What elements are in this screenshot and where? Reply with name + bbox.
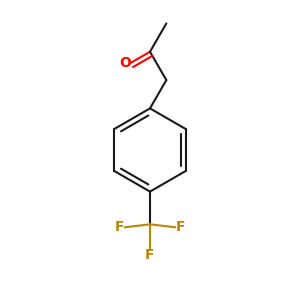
Text: F: F	[115, 220, 124, 234]
Text: F: F	[145, 248, 155, 262]
Text: F: F	[176, 220, 185, 234]
Text: O: O	[119, 56, 131, 70]
